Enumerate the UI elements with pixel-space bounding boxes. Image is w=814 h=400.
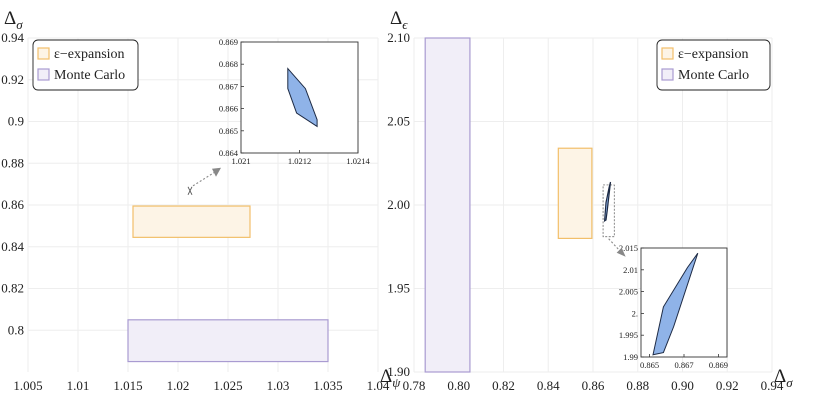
y-tick-label: 0.86 [1,197,24,212]
monte-carlo-rect [424,37,471,373]
x-axis-label: Δσ [774,366,793,390]
monte-carlo-rect [127,319,329,363]
inset-y-tick-label: 2.015 [619,243,638,253]
inset-y-tick-label: 0.868 [219,59,238,69]
x-tick-label: 0.78 [403,378,426,393]
inset-x-tick-label: 0.865 [640,360,659,370]
y-tick-label: 0.94 [1,30,24,45]
x-tick-label: 1.01 [67,378,90,393]
x-tick-label: 0.90 [671,378,694,393]
x-tick-label: 1.02 [167,378,190,393]
legend-box [656,39,771,91]
inset-y-tick-label: 0.865 [219,126,238,136]
main-plot-island-marker [187,186,193,196]
right-chart: 0.78 0.80 0.82 0.84 0.86 0.88 0.90 0.92 0.94 1.90… [387,8,793,393]
legend-label: Monte Carlo [678,68,749,83]
x-tick-label: 1.04 [367,378,390,393]
inset-x-tick-label: 1.0214 [346,156,370,166]
legend-swatch [37,47,50,60]
y-axis-label: Δϵ [390,8,408,32]
y-tick-label: 0.84 [1,239,24,254]
inset-y-tick-label: 0.866 [219,104,238,114]
legend-label: ε−expansion [54,47,125,62]
inset-y-tick-label: 2.01 [623,265,638,275]
y-tick-label: 2.10 [387,30,410,45]
legend-label: ε−expansion [678,47,749,62]
x-tick-label: 0.82 [492,378,515,393]
legend-swatch [661,47,674,60]
inset-y-tick-label: 1.99 [623,352,638,362]
inset-y-tick-label: 1.995 [619,330,638,340]
x-tick-label: 1.03 [267,378,290,393]
x-tick-label: 0.86 [582,378,605,393]
y-tick-label: 1.90 [387,364,410,379]
inset-x-tick-label: 1.021 [231,156,250,166]
inset-x-tick-label: 0.867 [674,360,693,370]
inset-x-tick-label: 0.869 [709,360,728,370]
epsilon-expansion-rect [132,205,251,238]
y-tick-label: 0.82 [1,281,24,296]
inset-y-tick-label: 0.869 [219,37,238,47]
zoom-arrow [192,170,218,187]
y-tick-label: 1.95 [387,281,410,296]
y-axis-label: Δσ [4,8,23,32]
x-tick-label: 1.025 [213,378,242,393]
x-tick-label: 0.92 [716,378,739,393]
x-tick-label: 0.88 [626,378,649,393]
allowed-island-region [287,67,318,128]
main-plot-island [603,181,612,223]
legend-box [32,39,139,91]
y-tick-label: 2.00 [387,197,410,212]
x-tick-label: 1.015 [113,378,142,393]
allowed-island-region [652,252,699,356]
epsilon-expansion-rect [557,147,593,240]
legend-swatch [37,68,50,81]
legend-swatch [661,68,674,81]
x-tick-label: 0.94 [761,378,784,393]
zoom-arrow-head [212,167,221,177]
zoom-arrow-head [616,247,626,257]
inset-y-tick-label: 0.867 [219,81,238,91]
x-tick-label: 0.80 [447,378,470,393]
x-tick-label: 1.035 [313,378,342,393]
x-tick-label: 0.84 [537,378,560,393]
zoom-arrow [608,238,622,253]
inset-y-tick-label: 2.005 [619,287,638,297]
inset-y-tick-label: 0.864 [219,148,239,158]
y-tick-label: 0.88 [1,155,24,170]
left-chart: 1.005 1.01 1.015 1.02 1.025 1.03 1.035 1.04 0.8 0… [1,8,401,393]
y-tick-label: 0.9 [8,114,24,129]
inset-frame [640,247,728,358]
y-tick-label: 0.92 [1,72,24,87]
inset-x-tick-label: 1.0212 [288,156,311,166]
inset-y-tick-label: 2. [632,308,638,318]
y-tick-label: 0.8 [8,322,24,337]
x-tick-label: 1.005 [13,378,42,393]
legend-label: Monte Carlo [54,68,125,83]
y-tick-label: 2.05 [387,114,410,129]
